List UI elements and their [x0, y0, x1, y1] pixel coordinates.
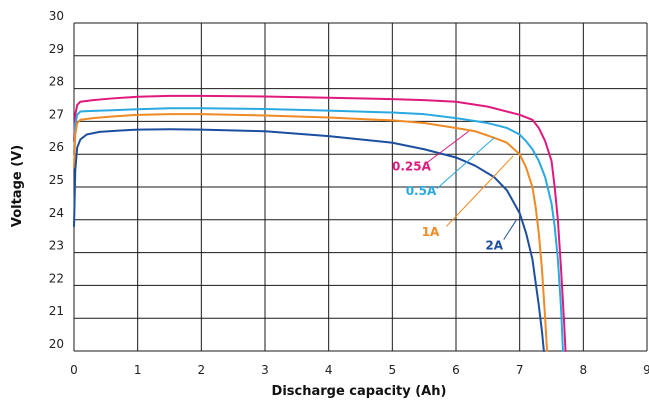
- series-line-0-5A: [73, 107, 564, 352]
- x-tick-label-4: 4: [325, 363, 333, 377]
- y-tick-label-22: 22: [49, 271, 64, 285]
- series-label-0-5A: 0.5A: [406, 184, 437, 198]
- x-tick-label-5: 5: [389, 363, 397, 377]
- x-tick-label-1: 1: [134, 363, 142, 377]
- y-tick-label-29: 29: [49, 42, 64, 56]
- leader-line-0-5A: [436, 137, 495, 190]
- y-tick-label-20: 20: [49, 337, 64, 351]
- leader-line-1A: [446, 155, 514, 227]
- series-line-1A: [73, 113, 549, 352]
- y-tick-label-27: 27: [49, 107, 64, 121]
- series-annotations: 0.25A 0.5A 1A 2A: [392, 130, 517, 252]
- y-tick-label-28: 28: [49, 75, 64, 89]
- y-tick-label-21: 21: [49, 304, 64, 318]
- y-tick-label-26: 26: [49, 140, 64, 154]
- x-tick-labels: 0 1 2 3 4 5 6 7 8 9: [70, 363, 649, 377]
- x-tick-label-9: 9: [643, 363, 649, 377]
- y-tick-label-25: 25: [49, 173, 64, 187]
- series-line-0-25A: [73, 94, 567, 352]
- leader-line-0-25A: [427, 130, 470, 163]
- series-label-0-25A: 0.25A: [392, 160, 432, 174]
- y-axis-title: Voltage (V): [10, 145, 25, 227]
- x-tick-label-8: 8: [580, 363, 588, 377]
- x-tick-label-6: 6: [452, 363, 460, 377]
- x-axis-title: Discharge capacity (Ah): [272, 384, 447, 399]
- y-tick-label-30: 30: [49, 9, 64, 23]
- series-lines: [73, 94, 567, 352]
- x-tick-label-3: 3: [261, 363, 269, 377]
- series-label-1A: 1A: [422, 225, 440, 239]
- x-tick-label-7: 7: [516, 363, 524, 377]
- y-tick-label-24: 24: [49, 206, 64, 220]
- x-tick-label-0: 0: [70, 363, 78, 377]
- y-tick-labels: 20 21 22 23 24 25 26 27 28 29 30: [49, 9, 64, 351]
- y-tick-label-23: 23: [49, 239, 64, 253]
- series-line-2A: [73, 128, 545, 352]
- leader-line-2A: [503, 219, 517, 240]
- grid: [73, 22, 648, 352]
- x-tick-label-2: 2: [198, 363, 206, 377]
- series-label-2A: 2A: [485, 238, 503, 252]
